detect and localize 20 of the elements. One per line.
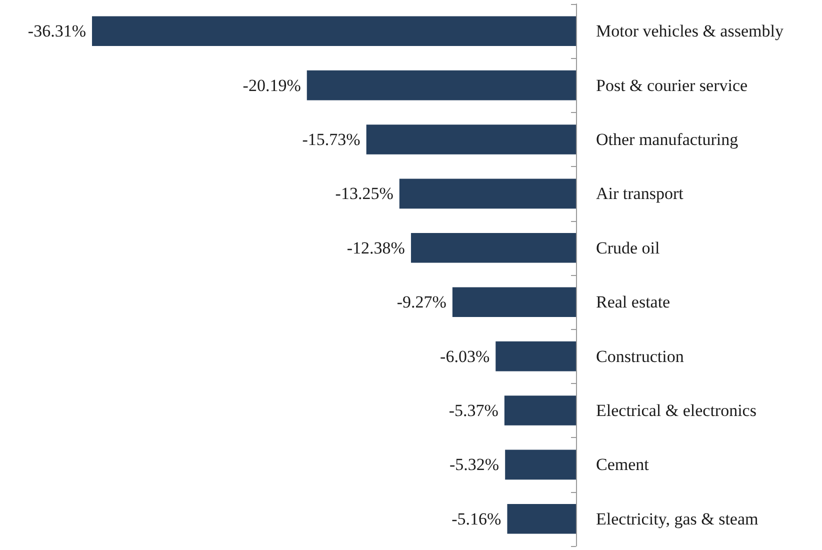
data-label: -20.19% xyxy=(242,76,301,95)
y-tick-label: Post & courier service xyxy=(596,76,748,95)
y-tick-label: Real estate xyxy=(596,292,670,312)
data-label: -6.03% xyxy=(440,346,490,366)
y-tick-label: Construction xyxy=(596,346,684,366)
data-label: -15.73% xyxy=(302,130,360,149)
data-label: -5.37% xyxy=(448,401,498,420)
data-label: -9.27% xyxy=(396,292,446,312)
y-tick-label: Electrical & electronics xyxy=(596,401,756,420)
data-label: -12.38% xyxy=(346,238,405,258)
y-tick-label: Air transport xyxy=(596,184,684,204)
data-label: -36.31% xyxy=(28,22,86,41)
data-label: -13.25% xyxy=(335,184,394,204)
y-tick-label: Crude oil xyxy=(596,238,660,258)
y-tick-label: Cement xyxy=(596,455,650,474)
data-label: -5.16% xyxy=(452,509,502,528)
y-tick-label: Electricity, gas & steam xyxy=(596,509,758,528)
y-tick-label: Other manufacturing xyxy=(596,130,739,149)
y-tick-label: Motor vehicles & assembly xyxy=(596,22,784,41)
data-label: -5.32% xyxy=(450,455,500,474)
